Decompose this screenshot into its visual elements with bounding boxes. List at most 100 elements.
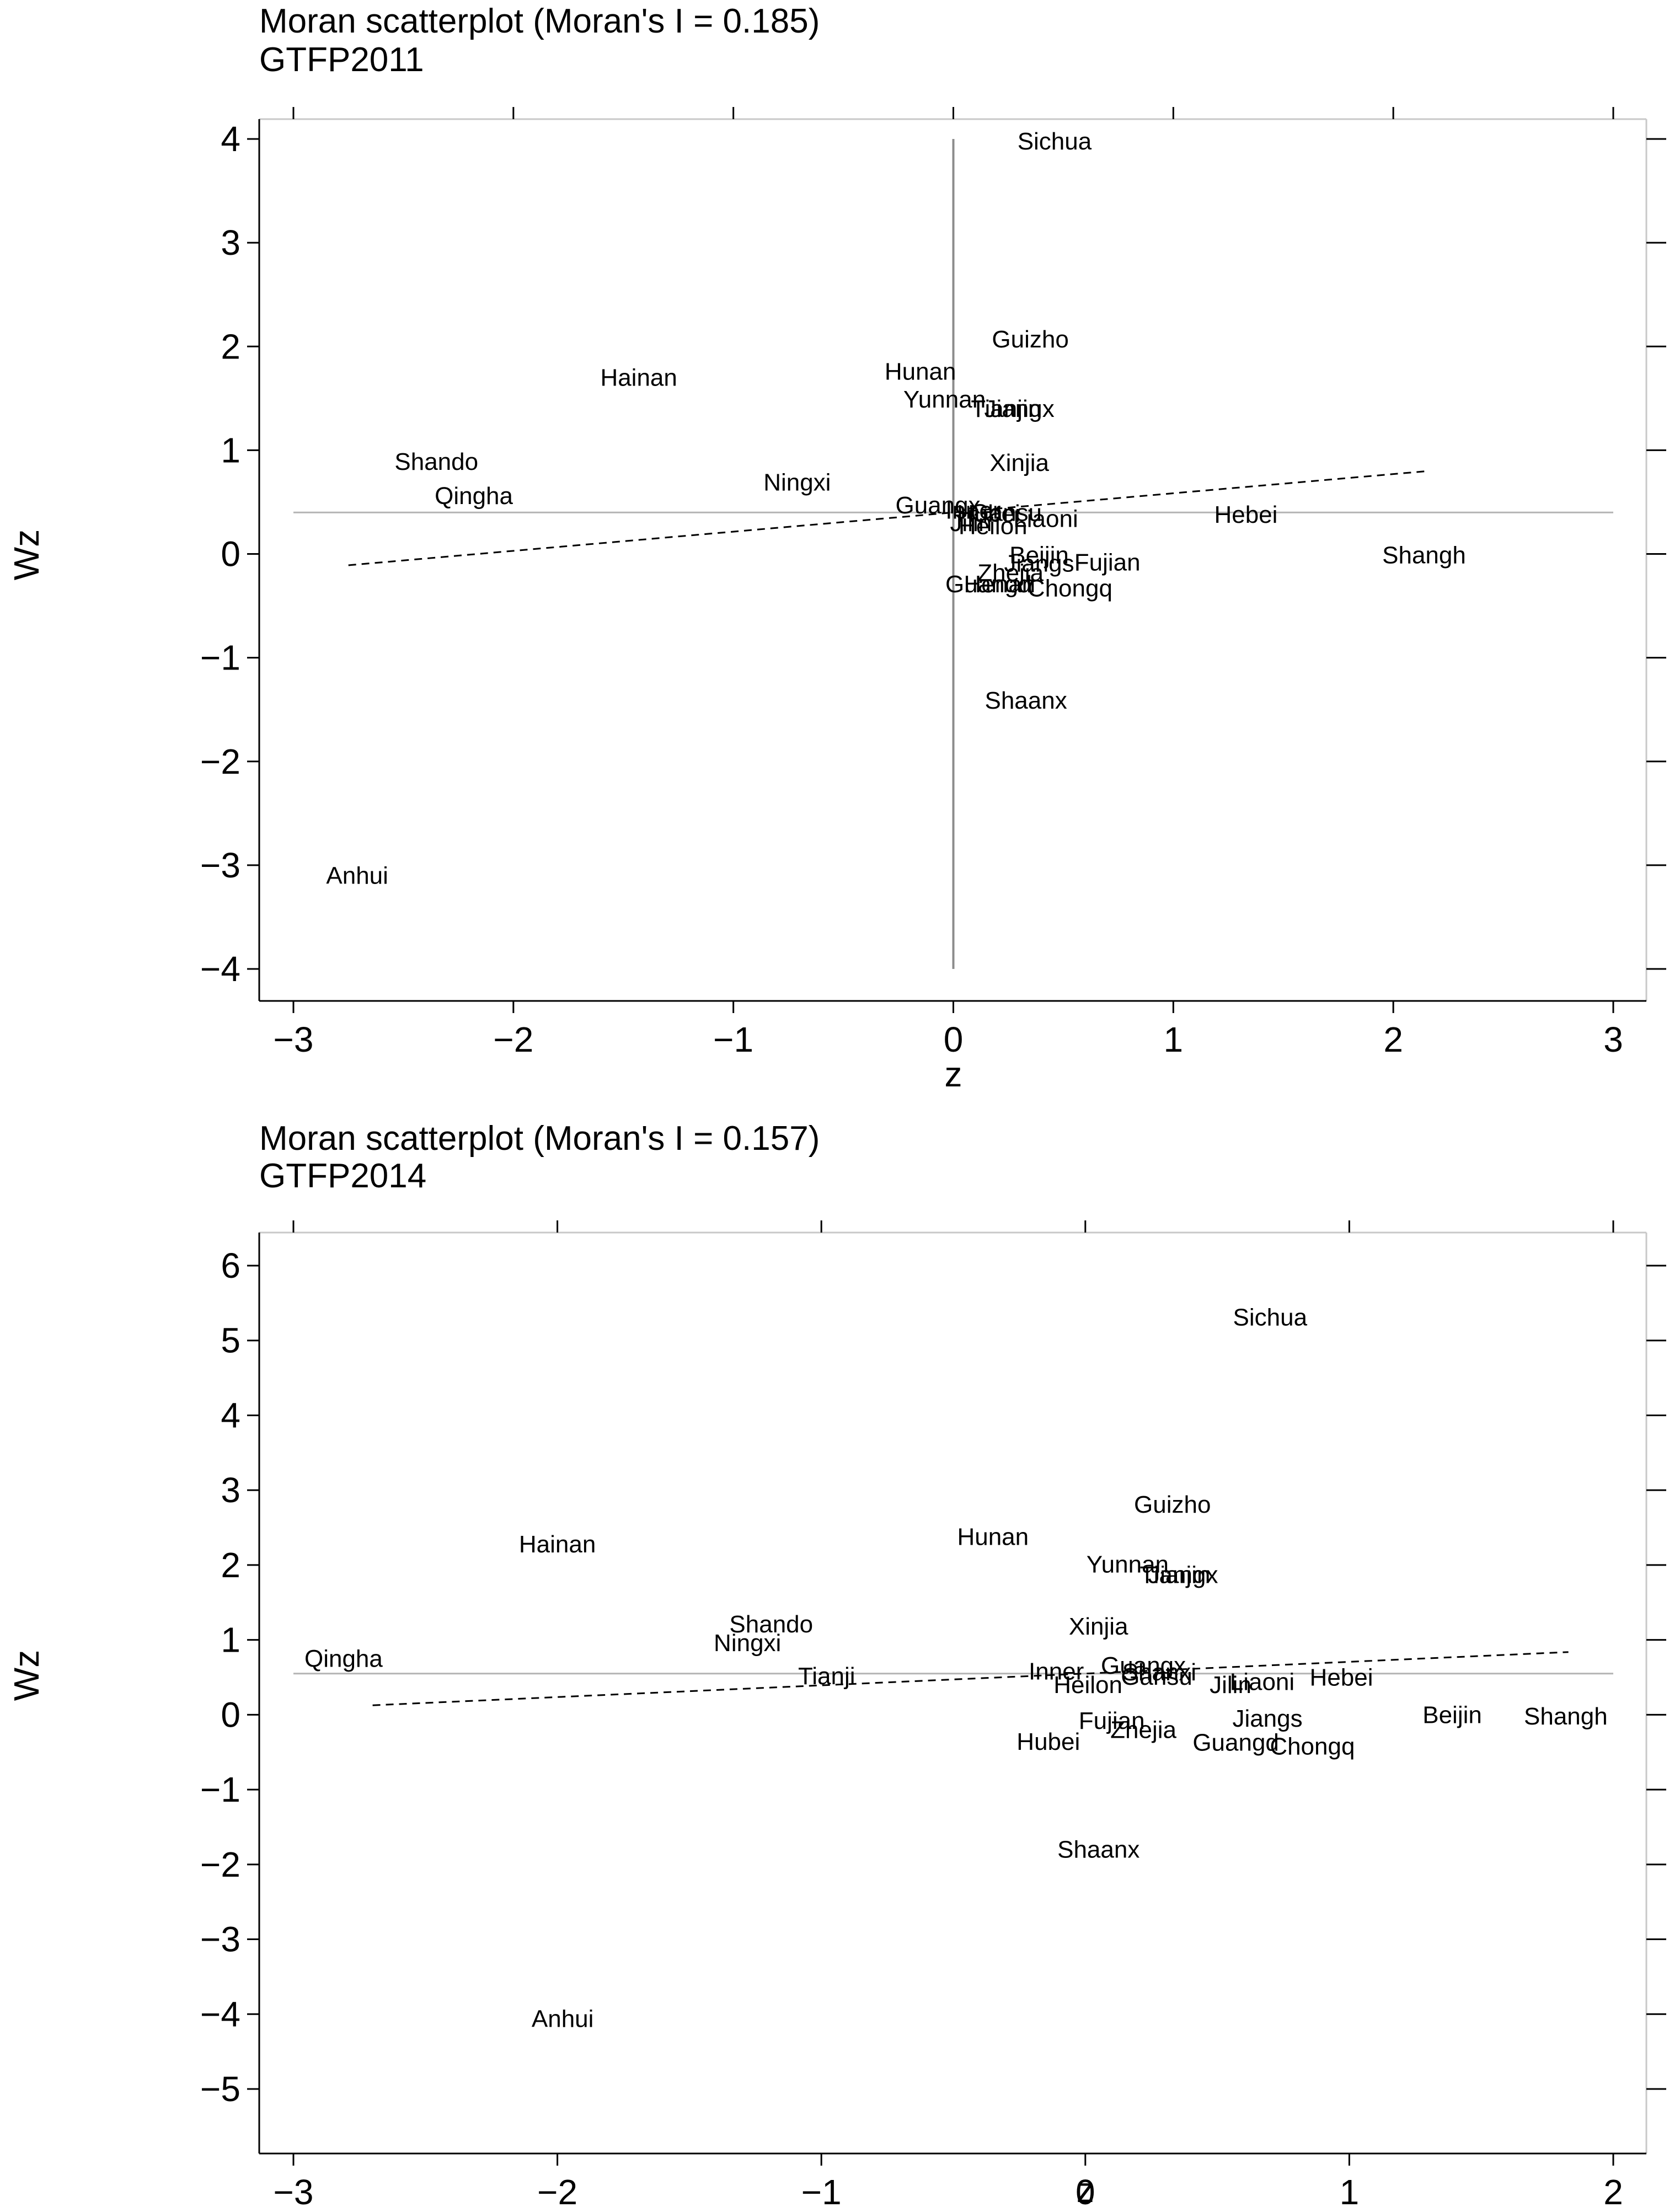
x-tick-label: −3 [274,2172,314,2207]
y-tick-label: 4 [221,1395,240,1435]
point-label-anhui: Anhui [532,2005,594,2032]
point-label-fujian: Fujian [1079,1707,1145,1734]
point-label-guizho: Guizho [992,326,1068,353]
point-label-beijin: Beijin [1009,542,1069,569]
x-tick-label: −3 [274,1020,314,1059]
point-label-guangd: Guangd [1192,1729,1279,1756]
point-label-hubei: Hubei [957,500,1020,527]
point-label-jilin: Jilin [1210,1672,1251,1699]
point-label-yunnan: Yunnan [1087,1551,1169,1578]
point-label-heilon: Heilon [959,513,1028,540]
point-label-hunan: Hunan [885,358,956,385]
point-label-hainan: Hainan [600,365,677,392]
x-tick-label: 2 [1383,1020,1403,1059]
point-label-jiangx: Jiangx [1148,1562,1218,1589]
chart-title: Moran scatterplot (Moran's I = 0.157) [259,1119,820,1158]
x-tick-label: −2 [493,1020,533,1059]
point-label-guangx: Guangx [1101,1652,1186,1679]
y-tick-label: 6 [221,1246,240,1285]
point-label-liaoni: Liaoni [1013,506,1078,533]
point-label-gansu: Gansu [1121,1663,1192,1690]
y-tick-label: 0 [221,534,240,574]
point-label-shanxi: Shanxi [1122,1659,1197,1686]
y-axis-title: Wz [7,529,46,580]
point-label-shangh: Shangh [1524,1703,1608,1730]
point-label-hubei: Hubei [1016,1728,1080,1755]
y-axis-title: Wz [7,1650,46,1701]
y-tick-label: 5 [221,1321,240,1360]
x-axis-title: z [1077,2170,1094,2207]
moran-scatterplot-2014: Moran scatterplot (Moran's I = 0.157) GT… [0,1108,1680,2207]
point-label-chongq: Chongq [1270,1733,1355,1760]
point-label-guizho: Guizho [1134,1491,1211,1518]
x-tick-label: 1 [1164,1020,1184,1059]
point-label-anhui: Anhui [326,863,388,890]
x-tick-label: 1 [1340,2172,1360,2207]
point-label-heilon: Heilon [1053,1672,1122,1699]
point-label-inner: Inner [1029,1658,1084,1685]
chart-subtitle: GTFP2011 [259,41,424,79]
point-label-fujian: Fujian [1074,549,1141,576]
x-tick-label: 0 [944,1020,964,1059]
point-label-qingha: Qingha [435,483,513,510]
y-tick-label: −3 [200,845,240,885]
y-tick-label: −3 [200,1920,240,1959]
x-tick-label: −1 [801,2172,842,2207]
y-tick-label: −4 [200,949,240,989]
y-tick-label: −5 [200,2069,240,2109]
point-label-shangh: Shangh [1382,542,1466,569]
point-label-qingha: Qingha [304,1646,383,1673]
point-label-zhejia: Zhejia [1110,1717,1176,1744]
point-label-hunan: Hunan [957,1523,1029,1550]
moran-scatterplot-2011: Moran scatterplot (Moran's I = 0.185) GT… [0,0,1680,1103]
y-tick-label: 3 [221,1470,240,1510]
fitted-line [372,1651,1569,1706]
y-tick-label: 0 [221,1695,240,1734]
x-tick-label: −2 [537,2172,577,2207]
point-label-jiangs: Jiangs [1232,1705,1302,1732]
point-label-henan: Henan [964,571,1035,598]
y-tick-label: 3 [221,223,240,263]
point-label-hebei: Hebei [1214,501,1277,528]
scatter-plot-svg: −3 −2 −1 0 1 2 3 −4 −3 −2 −1 0 1 2 3 4 z Wz Sichua Guizho Ha… [7,107,1666,1094]
point-label-beijin: Beijin [1422,1701,1482,1728]
point-label-liaoni: Liaoni [1230,1669,1294,1696]
chart-subtitle: GTFP2014 [259,1157,427,1195]
point-label-guangd: Guangd [945,571,1032,598]
point-label-sichua: Sichua [1233,1304,1308,1331]
y-tick-label: −1 [200,638,240,678]
x-axis-title: z [945,1054,962,1094]
point-label-tianji: Tianji [798,1663,855,1690]
x-tick-label: 0 [1076,2172,1095,2207]
x-tick-label: 2 [1603,2172,1623,2207]
point-label-jiangx: Jiangx [985,395,1055,422]
point-label-yunnan: Yunnan [903,386,986,413]
x-tick-label: 3 [1603,1020,1623,1059]
fitted-line [348,470,1427,566]
point-label-hainan: Hainan [519,1531,596,1558]
y-tick-label: −4 [200,1994,240,2034]
point-label-guangx: Guangx [896,492,981,519]
y-tick-label: 4 [221,119,240,159]
y-tick-label: 1 [221,430,240,470]
y-tick-label: 2 [221,326,240,366]
point-label-zhejia: Zhejia [977,559,1044,586]
point-label-chongq: Chongq [1028,575,1112,602]
point-label-gansu: Gansu [970,499,1042,526]
point-label-jilin: Jilin [950,510,992,537]
y-tick-label: −2 [200,1845,240,1884]
y-tick-label: −2 [200,742,240,781]
scatter-plot-svg: −3 −2 −1 0 1 2 −5 −4 −3 −2 −1 0 1 2 3 4 5 6 z Wz Sichua Guizh… [7,1220,1666,2207]
point-label-hebei: Hebei [1310,1664,1373,1691]
point-label-xinjia: Xinjia [1069,1613,1128,1640]
x-tick-label: −1 [713,1020,753,1059]
point-label-inner: Inner [945,497,1000,524]
point-label-shaanx: Shaanx [985,687,1067,714]
point-label-ningxi: Ningxi [763,469,831,496]
point-label-shaanx: Shaanx [1057,1836,1139,1863]
y-tick-label: −1 [200,1770,240,1809]
point-label-tianjin: Tianjin [1140,1562,1211,1589]
point-label-shando: Shando [729,1611,813,1638]
chart-title: Moran scatterplot (Moran's I = 0.185) [259,2,820,40]
point-label-xinjia: Xinjia [989,449,1049,476]
